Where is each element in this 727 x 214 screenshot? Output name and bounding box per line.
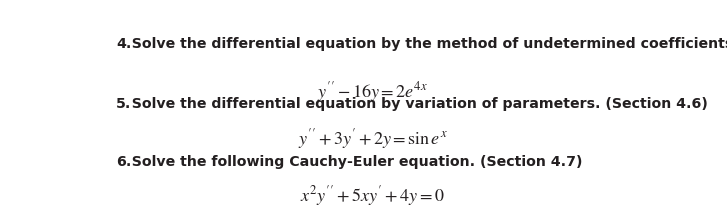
Text: 6.: 6. bbox=[116, 155, 132, 169]
Text: Solve the differential equation by variation of parameters. (Section 4.6): Solve the differential equation by varia… bbox=[122, 97, 708, 111]
Text: Solve the following Cauchy-Euler equation. (Section 4.7): Solve the following Cauchy-Euler equatio… bbox=[122, 155, 582, 169]
Text: $x^{2}y'' + 5xy' + 4y = 0$: $x^{2}y'' + 5xy' + 4y = 0$ bbox=[300, 184, 445, 208]
Text: Solve the differential equation by the method of undetermined coefficients. (Sec: Solve the differential equation by the m… bbox=[122, 37, 727, 51]
Text: $y'' - 16y = 2e^{4x}$: $y'' - 16y = 2e^{4x}$ bbox=[317, 80, 428, 104]
Text: 5.: 5. bbox=[116, 97, 132, 111]
Text: 4.: 4. bbox=[116, 37, 132, 51]
Text: $y'' + 3y' + 2y = \sin e^{x}$: $y'' + 3y' + 2y = \sin e^{x}$ bbox=[298, 127, 447, 151]
